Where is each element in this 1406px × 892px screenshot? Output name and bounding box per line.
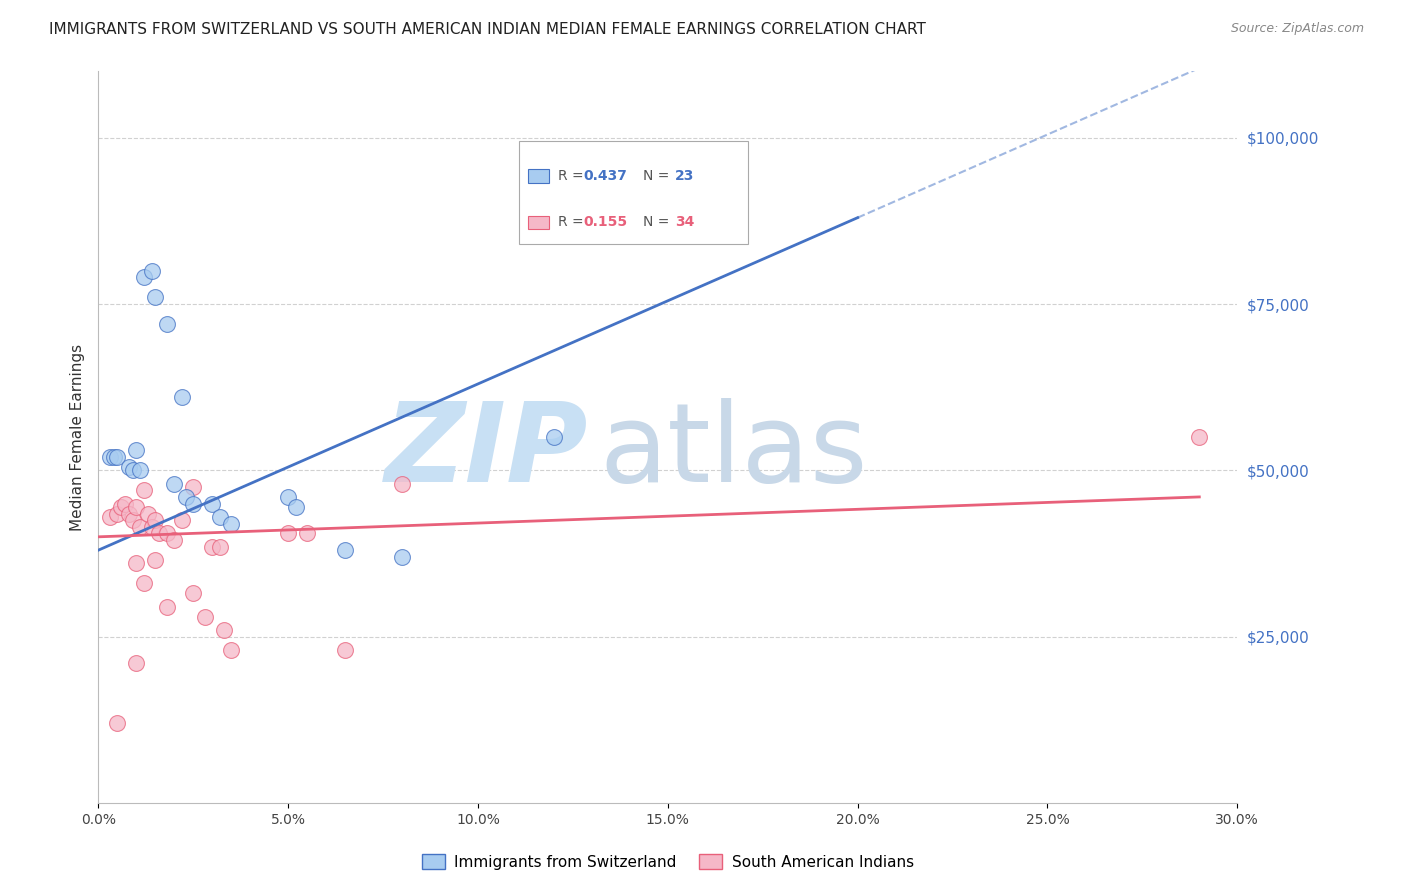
Point [163, 533, 186, 548]
Point [145, 513, 167, 527]
Point [148, 526, 170, 541]
Text: ZIP: ZIP [385, 398, 588, 505]
Point [391, 549, 413, 564]
Point [121, 513, 143, 527]
Bar [529, 216, 548, 229]
Text: R =: R = [558, 215, 588, 229]
Point [208, 540, 231, 554]
Text: 23: 23 [675, 169, 695, 183]
Point [221, 643, 243, 657]
Point [174, 490, 197, 504]
Point [145, 290, 167, 304]
Point [277, 526, 299, 541]
Point [107, 450, 129, 464]
Point [194, 609, 217, 624]
Point [183, 586, 205, 600]
Text: IMMIGRANTS FROM SWITZERLAND VS SOUTH AMERICAN INDIAN MEDIAN FEMALE EARNINGS CORR: IMMIGRANTS FROM SWITZERLAND VS SOUTH AME… [49, 22, 927, 37]
Point [183, 480, 205, 494]
Point [156, 526, 179, 541]
Point [107, 507, 129, 521]
Point [121, 463, 143, 477]
Text: 34: 34 [675, 215, 695, 229]
Text: R =: R = [558, 169, 588, 183]
Point [156, 317, 179, 331]
Point [132, 483, 155, 498]
Point [125, 443, 148, 458]
Text: 0.437: 0.437 [583, 169, 627, 183]
Point [201, 497, 224, 511]
Point [1188, 430, 1211, 444]
Point [297, 526, 319, 541]
Point [170, 390, 193, 404]
Point [543, 430, 565, 444]
Point [208, 509, 231, 524]
Text: atlas: atlas [599, 398, 868, 505]
Point [98, 450, 121, 464]
Text: 0.155: 0.155 [583, 215, 627, 229]
Point [145, 553, 167, 567]
Point [221, 516, 243, 531]
Point [132, 270, 155, 285]
Point [212, 623, 235, 637]
Point [136, 507, 159, 521]
Point [125, 557, 148, 571]
Text: N =: N = [643, 169, 673, 183]
Point [335, 643, 357, 657]
Point [118, 460, 141, 475]
Point [110, 500, 132, 514]
Point [125, 500, 148, 514]
Legend: Immigrants from Switzerland, South American Indians: Immigrants from Switzerland, South Ameri… [416, 847, 920, 876]
Point [141, 264, 163, 278]
Text: N =: N = [643, 215, 673, 229]
Point [114, 497, 136, 511]
Point [156, 599, 179, 614]
Point [201, 540, 224, 554]
Point [284, 500, 307, 514]
Point [141, 520, 163, 534]
Point [132, 576, 155, 591]
Text: Source: ZipAtlas.com: Source: ZipAtlas.com [1230, 22, 1364, 36]
Point [391, 476, 413, 491]
Point [103, 450, 125, 464]
Point [183, 497, 205, 511]
Point [277, 490, 299, 504]
Point [335, 543, 357, 558]
Bar [529, 169, 548, 183]
Point [125, 656, 148, 670]
Point [118, 507, 141, 521]
Y-axis label: Median Female Earnings: Median Female Earnings [69, 343, 84, 531]
Point [129, 463, 152, 477]
Point [170, 513, 193, 527]
Point [163, 476, 186, 491]
Point [129, 520, 152, 534]
Point [98, 509, 121, 524]
Point [107, 716, 129, 731]
